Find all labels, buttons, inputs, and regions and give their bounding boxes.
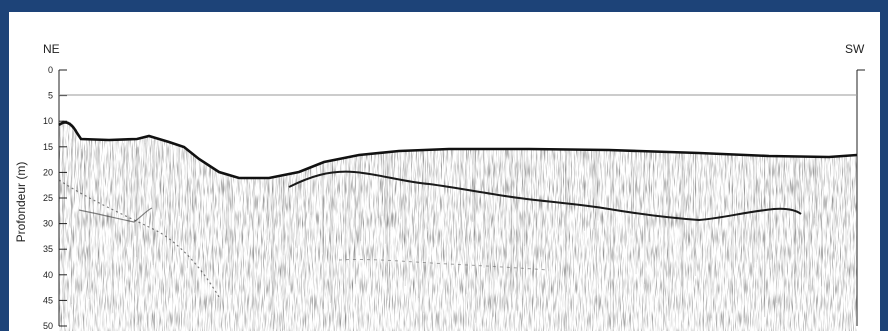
depth-tick-label: 50 <box>43 321 53 331</box>
depth-tick-label: 30 <box>43 219 53 229</box>
sub-bottom-reflector <box>288 170 802 222</box>
figure-frame: NE SW Profondeur (m) 0 5 10 15 20 25 30 35 40 45 5… <box>9 12 880 331</box>
depth-tick-label: 25 <box>43 193 53 203</box>
depth-tick-label: 45 <box>43 295 53 305</box>
depth-tick-label: 0 <box>48 65 53 75</box>
faint-reflector <box>338 258 550 271</box>
seabed-reflector <box>58 121 858 180</box>
shallow-reflector <box>78 207 153 223</box>
sw-label: SW <box>845 42 865 56</box>
depth-tick-label: 40 <box>43 270 53 280</box>
depth-tick-label: 35 <box>43 244 53 254</box>
ne-label: NE <box>43 42 60 56</box>
depth-tick-label: 5 <box>48 91 53 101</box>
depth-tick-label: 20 <box>43 167 53 177</box>
depth-tick-label: 15 <box>43 142 53 152</box>
depth-tick-label: 10 <box>43 116 53 126</box>
seismic-profile-image: NE SW Profondeur (m) 0 5 10 15 20 25 30 35 40 45 5… <box>14 42 865 331</box>
y-axis-label: Profondeur (m) <box>14 162 28 243</box>
